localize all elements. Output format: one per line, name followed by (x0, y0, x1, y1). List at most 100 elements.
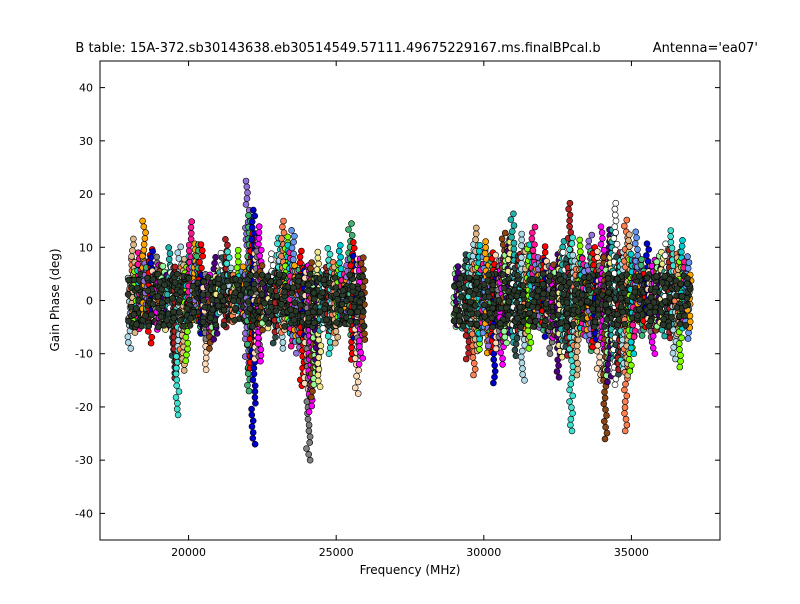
data-point (566, 246, 573, 253)
data-point (627, 344, 635, 352)
data-point (174, 249, 182, 256)
data-point (594, 341, 602, 349)
data-point (287, 306, 295, 313)
data-point (499, 361, 506, 368)
data-point (307, 393, 315, 401)
data-point (256, 252, 264, 260)
data-point (604, 378, 611, 386)
data-point (645, 246, 653, 253)
y-axis-label: Gain Phase (deg) (48, 248, 62, 351)
data-point (337, 265, 345, 273)
data-point (210, 335, 217, 343)
data-point (475, 247, 483, 255)
data-point (305, 450, 313, 458)
data-point (125, 317, 132, 325)
data-point (310, 319, 318, 327)
data-point (346, 317, 354, 325)
data-point (600, 246, 608, 254)
data-point (499, 271, 507, 278)
data-point (345, 226, 352, 233)
data-point (288, 289, 296, 297)
data-point (470, 359, 478, 367)
data-point (467, 298, 474, 306)
data-point (224, 241, 231, 249)
data-point (252, 399, 259, 407)
data-point (677, 280, 685, 288)
data-point (291, 299, 299, 307)
data-point (133, 320, 140, 328)
data-point (351, 384, 359, 392)
data-point (557, 284, 565, 292)
data-point (326, 344, 334, 352)
data-point (577, 300, 585, 307)
data-point (248, 405, 255, 413)
data-point (183, 305, 191, 313)
data-point (317, 348, 325, 355)
data-point (593, 365, 601, 372)
data-point (454, 263, 462, 270)
data-point (332, 328, 340, 335)
data-point (288, 244, 296, 252)
data-point (565, 205, 572, 213)
data-point (473, 321, 481, 328)
data-point (504, 256, 512, 263)
data-point (593, 248, 601, 255)
data-point (485, 271, 492, 279)
data-point (257, 246, 265, 254)
data-point (557, 275, 564, 283)
data-point (669, 349, 677, 357)
data-point (684, 264, 692, 272)
data-point (359, 308, 367, 316)
data-point (147, 259, 155, 267)
data-point (185, 247, 193, 255)
data-point (466, 288, 474, 296)
data-point (316, 308, 324, 316)
y-tick-label: 30 (79, 135, 93, 148)
data-point (173, 405, 181, 413)
data-point (197, 241, 205, 248)
data-point (454, 269, 462, 276)
data-point (660, 315, 667, 323)
data-point (632, 228, 640, 236)
data-point (306, 456, 314, 464)
data-point (212, 253, 219, 261)
data-point (147, 339, 155, 347)
data-point (519, 365, 526, 372)
data-point (621, 427, 629, 435)
data-point (593, 347, 601, 355)
data-point (335, 247, 343, 255)
data-point (324, 245, 332, 252)
data-point (350, 303, 358, 311)
data-point (490, 356, 498, 363)
data-point (465, 274, 473, 282)
data-point (173, 364, 180, 372)
data-point (661, 272, 669, 280)
data-point (659, 321, 667, 329)
data-point (513, 292, 521, 300)
data-point (248, 411, 256, 419)
data-point (452, 306, 460, 313)
data-point (357, 349, 365, 356)
data-point (267, 256, 275, 263)
data-point (529, 275, 537, 283)
data-point (184, 345, 191, 353)
data-point (304, 287, 312, 295)
data-point (623, 392, 631, 400)
data-point (213, 330, 221, 337)
data-point (606, 295, 613, 303)
data-point (528, 229, 536, 237)
data-point (481, 250, 489, 257)
data-point (679, 237, 686, 244)
data-point (678, 292, 686, 300)
y-tick-label: -30 (75, 454, 93, 467)
x-tick-label: 30000 (466, 546, 501, 559)
data-point (204, 273, 212, 281)
data-point (273, 292, 281, 300)
data-point (306, 439, 314, 446)
data-point (349, 239, 357, 246)
data-point (245, 387, 253, 395)
data-point (187, 314, 194, 322)
data-point (337, 253, 344, 261)
data-point (209, 306, 216, 313)
data-point (314, 254, 322, 262)
